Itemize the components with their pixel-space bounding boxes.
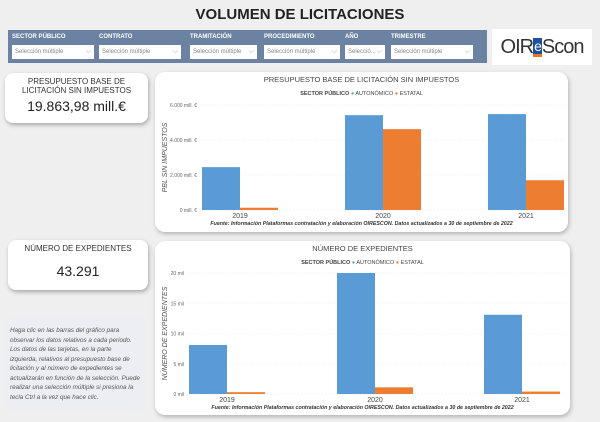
card-title: NÚMERO DE EXPEDIENTES	[24, 244, 132, 253]
chevron-down-icon: ⌵	[376, 48, 382, 55]
bar-estatal-2020[interactable]	[383, 129, 421, 210]
filter-label: CONTRATO	[99, 34, 133, 40]
filter-dropdown[interactable]: Selecció... ⌵	[345, 45, 385, 59]
oirescon-logo: OIR e Scon	[492, 29, 592, 65]
bar-autonómico-2019[interactable]	[189, 344, 227, 394]
bar-autonómico-2020[interactable]	[337, 273, 375, 394]
chevron-down-icon: ⌵	[85, 48, 91, 55]
kpi-card-expedientes: NÚMERO DE EXPEDIENTES 43.291	[8, 240, 148, 290]
filter-tramitacion[interactable]: TRAMITACIÓN Selección múltiple ⌵	[190, 32, 257, 59]
chart-source-note: Fuente: Información Plataformas contrata…	[211, 405, 513, 411]
x-tick-label: 2020	[375, 213, 391, 220]
filter-trimestre[interactable]: TRIMESTRE Selección múltiple ⌵	[391, 32, 473, 59]
bar-autonómico-2021[interactable]	[488, 114, 526, 210]
logo-text: e	[533, 37, 542, 57]
filter-label: TRIMESTRE	[391, 34, 426, 40]
chart-presupuesto: PRESUPUESTO BASE DE LICITACIÓN SIN IMPUE…	[162, 75, 565, 227]
chart-legend: SECTOR PÚBLICO ● AUTONÓMICO ● ESTATAL	[301, 259, 424, 266]
filter-dropdown[interactable]: Selección múltiple ⌵	[391, 45, 473, 59]
filter-value: Selecció...	[348, 49, 376, 55]
filter-label: TRAMITACIÓN	[190, 34, 232, 40]
y-tick-label: 10 mil	[171, 332, 184, 338]
chevron-down-icon: ⌵	[248, 48, 254, 55]
filter-dropdown[interactable]: Selección múltiple ⌵	[264, 45, 340, 59]
filter-dropdown[interactable]: Selección múltiple ⌵	[190, 45, 257, 59]
y-tick-label: 0 mill. €	[180, 208, 197, 214]
y-tick-label: 4.000 mill. €	[170, 138, 197, 144]
filter-label: PROCEDIMIENTO	[264, 34, 315, 40]
chevron-down-icon: ⌵	[464, 48, 470, 55]
filter-label: SECTOR PÚBLICO	[12, 34, 66, 40]
card-title: PRESUPUESTO BASE DE LICITACIÓN SIN IMPUE…	[21, 77, 132, 95]
filter-value: Selección múltiple	[102, 49, 151, 55]
chart-title: PRESUPUESTO BASE DE LICITACIÓN SIN IMPUE…	[264, 75, 459, 84]
kpi-card-presupuesto: PRESUPUESTO BASE DE LICITACIÓN SIN IMPUE…	[5, 73, 148, 123]
chart-title: NÚMERO DE EXPEDIENTES	[312, 244, 412, 253]
chart-expedientes-panel: NÚMERO DE EXPEDIENTES SECTOR PÚBLICO ● AU…	[155, 241, 570, 415]
chart-presupuesto-panel: PRESUPUESTO BASE DE LICITACIÓN SIN IMPUE…	[155, 72, 568, 232]
bar-autonómico-2019[interactable]	[202, 167, 240, 210]
y-tick-label: 0 mil	[173, 392, 184, 398]
y-tick-label: 2.000 mill. €	[170, 173, 197, 179]
y-axis-title: NÚMERO DE EXPEDIENTES	[160, 286, 169, 380]
bar-estatal-2021[interactable]	[522, 391, 560, 394]
card-value: 19.863,98 mill.€	[27, 98, 126, 114]
filter-ano[interactable]: AÑO Selecció... ⌵	[345, 32, 385, 59]
filter-dropdown[interactable]: Selección múltiple ⌵	[12, 45, 94, 59]
logo-text: OIR	[500, 35, 535, 58]
bar-autonómico-2020[interactable]	[345, 115, 383, 210]
bar-estatal-2019[interactable]	[240, 207, 278, 210]
y-tick-label: 15 mil	[171, 301, 184, 307]
bar-estatal-2019[interactable]	[227, 392, 265, 394]
x-tick-label: 2019	[219, 397, 235, 404]
bar-estatal-2021[interactable]	[526, 180, 564, 210]
x-tick-label: 2021	[514, 397, 530, 404]
chevron-down-icon: ⌵	[331, 48, 337, 55]
filter-value: Selección múltiple	[15, 49, 64, 55]
chevron-down-icon: ⌵	[172, 48, 178, 55]
bar-estatal-2020[interactable]	[375, 387, 413, 394]
chart-expedientes: NÚMERO DE EXPEDIENTES SECTOR PÚBLICO ● AU…	[160, 244, 567, 411]
filter-value: Selección múltiple	[267, 49, 316, 55]
bar-autonómico-2021[interactable]	[484, 314, 522, 394]
chart-source-note: Fuente: Información Plataformas contrata…	[210, 221, 512, 227]
x-tick-label: 2019	[232, 213, 248, 220]
filter-dropdown[interactable]: Selección múltiple ⌵	[99, 45, 181, 59]
filter-value: Selección múltiple	[193, 49, 242, 55]
filter-sector-publico[interactable]: SECTOR PÚBLICO Selección múltiple ⌵	[12, 32, 94, 59]
instructions-note: Haga clic en las barras del gráfico para…	[5, 318, 145, 410]
card-value: 43.291	[56, 263, 100, 279]
x-tick-label: 2020	[367, 397, 383, 404]
y-tick-label: 20 mil	[171, 271, 184, 277]
filter-bar: SECTOR PÚBLICO Selección múltiple ⌵ CONTRA…	[8, 30, 487, 63]
y-tick-label: 6.000 mill. €	[170, 103, 197, 109]
y-axis-title: PBL SIN IMPUESTOS	[162, 122, 169, 192]
filter-contrato[interactable]: CONTRATO Selección múltiple ⌵	[99, 32, 181, 59]
filter-procedimiento[interactable]: PROCEDIMIENTO Selección múltiple ⌵	[264, 32, 340, 59]
y-tick-label: 5 mil	[173, 362, 184, 368]
filter-value: Selección múltiple	[394, 49, 443, 55]
chart-legend: SECTOR PÚBLICO ● AUTONÓMICO ● ESTATAL	[300, 90, 423, 97]
filter-label: AÑO	[345, 34, 359, 40]
x-tick-label: 2021	[518, 213, 534, 220]
page-title: VOLUMEN DE LICITACIONES	[195, 6, 405, 23]
logo-text: Scon	[541, 35, 585, 58]
